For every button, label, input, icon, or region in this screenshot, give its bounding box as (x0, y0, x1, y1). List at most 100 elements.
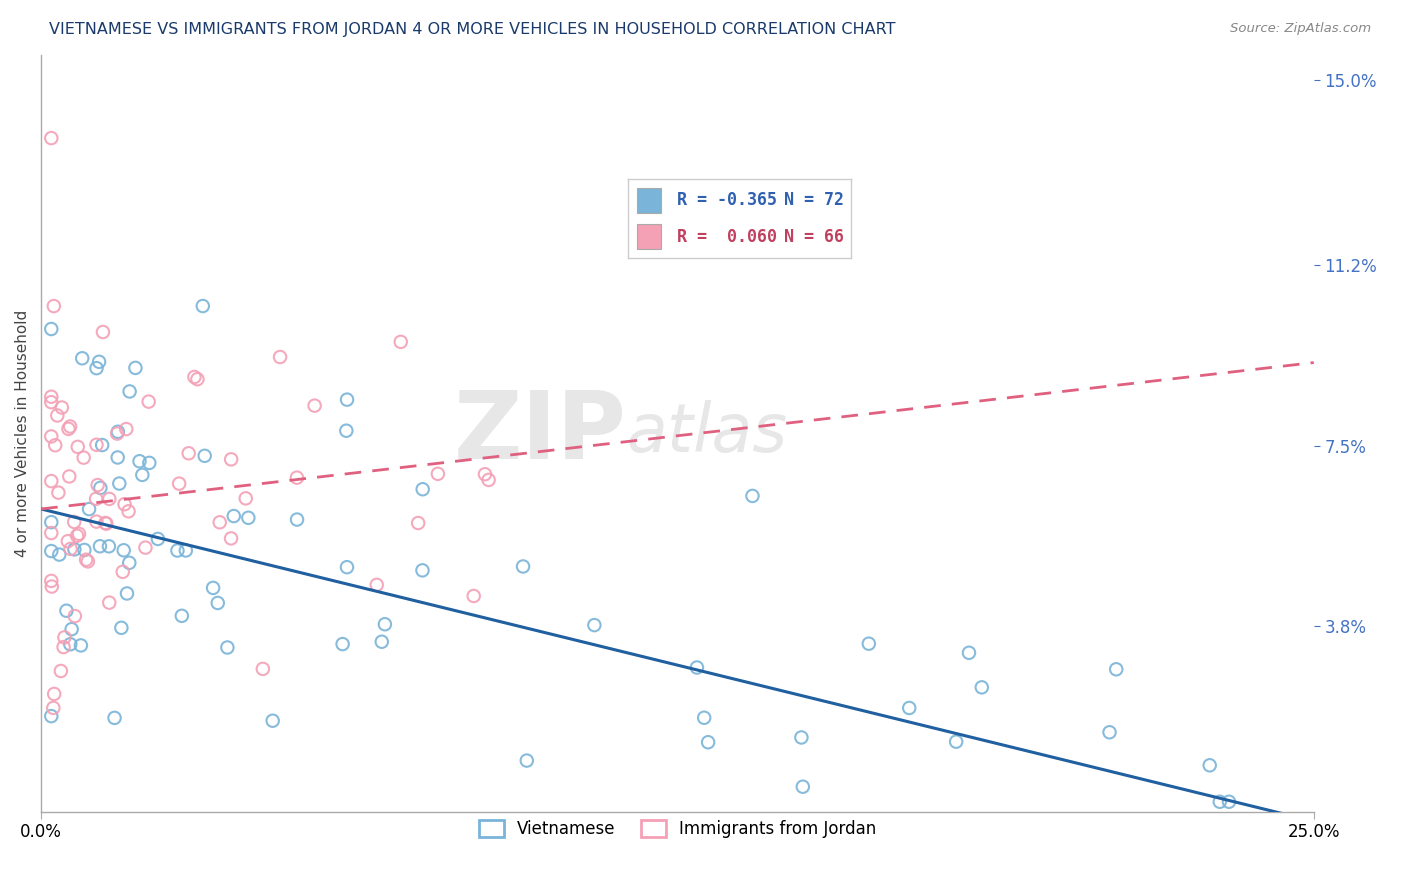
Point (115, 586, 138, 600)
Point (75, 553, 97, 567)
Point (128, 454, 150, 468)
Point (39, 515, 62, 529)
Point (790, 731, 813, 745)
Point (238, 510, 260, 524)
Point (304, 399, 326, 413)
Point (269, 350, 291, 364)
Point (63, 515, 86, 529)
Point (98, 596, 121, 610)
Point (39, 544, 62, 558)
Point (73, 450, 96, 465)
Point (39, 526, 62, 541)
Point (51, 401, 73, 415)
Point (191, 299, 214, 313)
Text: N = 66: N = 66 (785, 227, 845, 246)
Point (86, 361, 108, 376)
Point (177, 446, 200, 460)
Point (174, 543, 197, 558)
Point (59, 541, 82, 556)
Point (167, 476, 190, 491)
Point (91, 438, 114, 452)
Point (39, 395, 62, 409)
Point (63, 609, 86, 624)
Point (332, 637, 354, 651)
Point (87, 355, 110, 369)
Point (1209, 795, 1232, 809)
Point (463, 589, 485, 603)
Point (336, 392, 359, 407)
Point (285, 512, 308, 526)
Point (46, 409, 69, 423)
Point (73, 543, 96, 558)
Point (1105, 662, 1128, 676)
Point (44, 438, 66, 452)
FancyBboxPatch shape (637, 188, 661, 213)
Point (374, 617, 396, 632)
Point (411, 563, 433, 577)
Point (59, 637, 82, 651)
Point (138, 394, 160, 409)
Point (49, 664, 72, 678)
Point (219, 452, 242, 467)
Point (66, 529, 89, 543)
Point (426, 467, 449, 481)
Y-axis label: 4 or more Vehicles in Household: 4 or more Vehicles in Household (15, 310, 30, 557)
Point (406, 516, 429, 530)
Point (336, 560, 359, 574)
Point (42, 299, 65, 313)
Point (115, 422, 138, 436)
Point (39, 322, 62, 336)
Point (89, 481, 111, 495)
Point (39, 709, 62, 723)
Point (108, 476, 131, 491)
Point (63, 542, 86, 557)
Point (1098, 725, 1121, 739)
Point (208, 516, 231, 530)
Point (131, 467, 153, 482)
Point (39, 474, 62, 488)
Point (48, 548, 70, 562)
Point (39, 131, 62, 145)
Point (1198, 758, 1220, 772)
Point (39, 429, 62, 443)
Point (222, 509, 245, 524)
Text: N = 72: N = 72 (785, 192, 845, 210)
Point (170, 608, 193, 623)
Point (94, 516, 117, 530)
Point (53, 631, 76, 645)
Point (412, 482, 434, 496)
Point (389, 334, 412, 349)
Point (107, 425, 129, 439)
Point (166, 543, 188, 558)
Point (792, 780, 814, 794)
Point (366, 578, 388, 592)
Point (70, 639, 93, 653)
Point (194, 449, 217, 463)
Point (112, 543, 135, 558)
Point (146, 532, 169, 546)
Point (77, 554, 100, 568)
FancyBboxPatch shape (637, 224, 661, 250)
Point (66, 440, 89, 454)
Point (957, 646, 980, 660)
Point (117, 504, 139, 518)
Point (186, 372, 208, 386)
Point (70, 351, 93, 366)
Point (217, 640, 239, 655)
Point (202, 581, 225, 595)
Point (58, 469, 80, 483)
Point (98, 491, 121, 506)
Point (58, 422, 80, 436)
Point (1218, 795, 1240, 809)
Point (42, 701, 65, 715)
Point (56, 534, 79, 549)
Point (945, 734, 967, 748)
Text: atlas: atlas (627, 401, 787, 467)
Text: R = -0.365: R = -0.365 (678, 192, 778, 210)
Point (111, 565, 134, 579)
Point (55, 604, 77, 618)
Point (262, 714, 284, 728)
Legend: Vietnamese, Immigrants from Jordan: Vietnamese, Immigrants from Jordan (472, 814, 883, 845)
Point (478, 473, 501, 487)
Point (48, 485, 70, 500)
